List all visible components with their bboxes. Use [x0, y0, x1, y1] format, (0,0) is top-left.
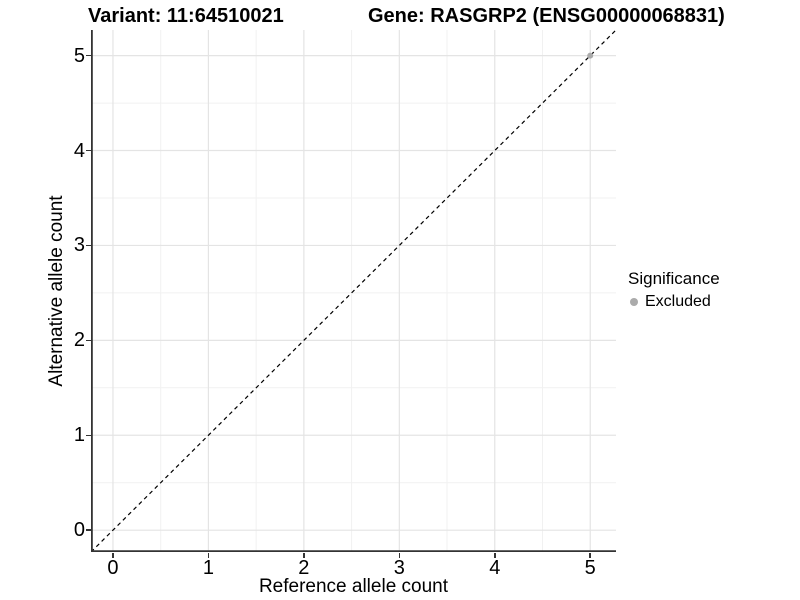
x-tick-label: 5	[584, 557, 596, 579]
plot-canvas	[91, 30, 616, 552]
x-tick-mark	[207, 552, 210, 558]
y-tick-mark	[85, 434, 91, 436]
x-tick-label: 3	[393, 557, 405, 579]
legend-point-icon	[630, 298, 638, 306]
legend-key	[626, 294, 642, 310]
legend: Significance Excluded	[626, 269, 720, 312]
y-tick-mark	[85, 529, 91, 531]
plot-title-variant: Variant: 11:64510021	[88, 5, 284, 27]
x-tick-label: 1	[202, 557, 214, 579]
y-tick-label: 4	[73, 139, 85, 162]
y-tick-label: 3	[73, 234, 85, 257]
legend-item-label: Excluded	[645, 293, 711, 310]
y-tick-mark	[85, 149, 91, 152]
x-tick-mark	[589, 552, 591, 558]
y-tick-label: 5	[73, 44, 85, 67]
x-axis-title: Reference allele count	[258, 576, 449, 597]
y-tick-label: 2	[73, 329, 85, 352]
y-tick-label: 0	[73, 519, 85, 542]
plot-panel	[91, 30, 616, 552]
identity-reference-line	[91, 30, 616, 552]
legend-items: Excluded	[626, 292, 720, 312]
x-tick-mark	[112, 552, 114, 558]
y-tick-mark	[85, 244, 91, 247]
legend-item-excluded: Excluded	[626, 292, 720, 312]
x-tick-label: 2	[298, 557, 310, 579]
x-tick-mark	[303, 552, 305, 558]
y-axis-title-text: Alternative allele count	[46, 195, 67, 387]
x-tick-mark	[494, 552, 496, 558]
y-tick-label: 1	[73, 424, 85, 447]
x-tick-label: 0	[107, 557, 119, 579]
x-tick-mark	[398, 552, 401, 558]
x-tick-label: 4	[489, 557, 501, 579]
y-tick-mark	[85, 339, 91, 342]
plot-title-gene: Gene: RASGRP2 (ENSG00000068831)	[368, 5, 725, 27]
y-tick-mark	[85, 54, 91, 57]
legend-title: Significance	[628, 269, 720, 288]
data-point-excluded	[587, 52, 594, 59]
